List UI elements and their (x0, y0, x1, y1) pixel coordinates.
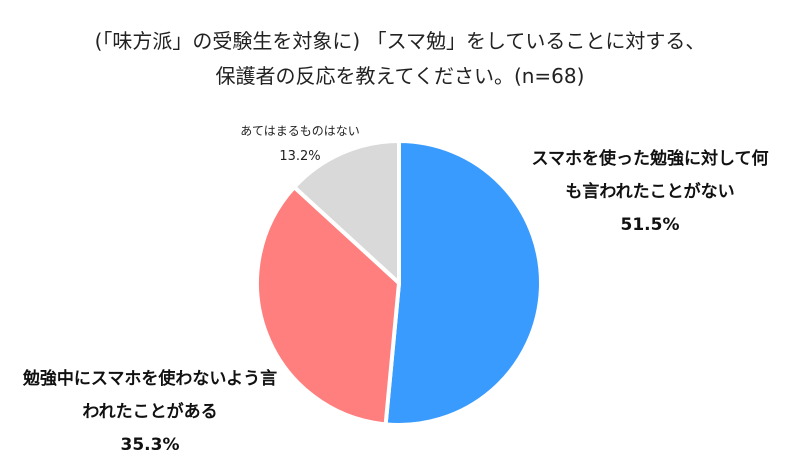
label-no-comment: スマホを使った勉強に対して何 も言われたことがない 51.5% (505, 143, 795, 242)
chart-title-line1: (「味方派」の受験生を対象に) 「スマ勉」をしていることに対する、 (94, 29, 706, 53)
pie-slice (383, 139, 543, 427)
label-percent: 35.3% (120, 435, 180, 455)
label-text: 勉強中にスマホを使わないよう言 (22, 369, 278, 389)
chart-title-line2: 保護者の反応を教えてください。(n=68) (215, 64, 585, 88)
label-told-not-to-use: 勉強中にスマホを使わないよう言 われたことがある 35.3% (0, 363, 300, 462)
label-none-apply: あてはまるものはない 13.2% (205, 118, 395, 170)
label-percent: 13.2% (279, 149, 321, 164)
pie-slice (292, 139, 401, 285)
label-text: あてはまるものはない (240, 124, 360, 138)
label-percent: 51.5% (620, 215, 680, 235)
label-text: スマホを使った勉強に対して何 (531, 149, 769, 169)
pie-slice (255, 185, 401, 427)
label-text: われたことがある (82, 402, 218, 422)
label-text: も言われたことがない (565, 182, 735, 202)
